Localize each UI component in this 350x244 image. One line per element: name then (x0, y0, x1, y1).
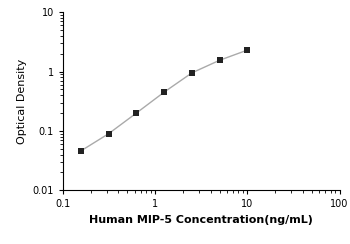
Y-axis label: Optical Density: Optical Density (17, 59, 27, 144)
Point (245, 48, 250, 52)
Point (78, 149, 84, 153)
Point (106, 132, 111, 136)
Point (134, 111, 139, 115)
X-axis label: Human MIP-5 Concentration(ng/mL): Human MIP-5 Concentration(ng/mL) (89, 215, 313, 225)
Point (217, 58, 222, 62)
Point (189, 71, 195, 75)
Point (161, 90, 167, 94)
